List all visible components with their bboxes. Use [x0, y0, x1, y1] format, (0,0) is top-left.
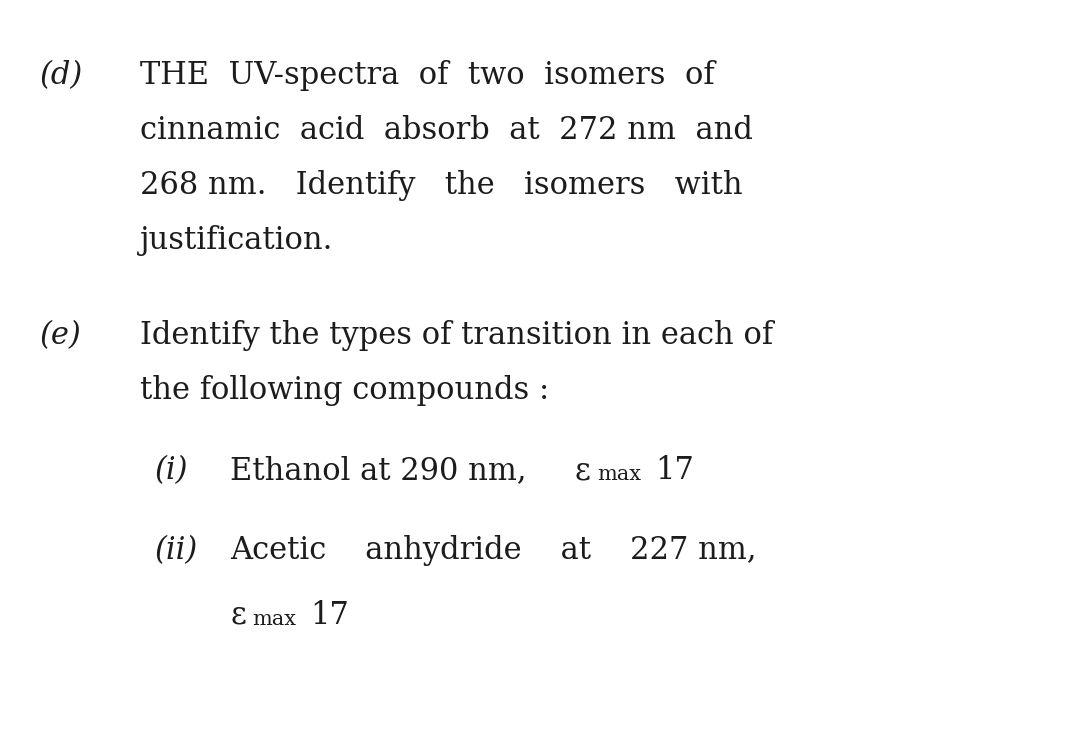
Text: THE  UV-spectra  of  two  isomers  of: THE UV-spectra of two isomers of: [140, 60, 715, 91]
Text: ε: ε: [575, 455, 591, 486]
Text: 268 nm.   Identify   the   isomers   with: 268 nm. Identify the isomers with: [140, 170, 743, 201]
Text: 17: 17: [310, 600, 349, 631]
Text: Ethanol at 290 nm,: Ethanol at 290 nm,: [230, 455, 526, 486]
Text: max: max: [598, 465, 641, 484]
Text: justification.: justification.: [140, 225, 333, 256]
Text: (e): (e): [39, 320, 82, 351]
Text: the following compounds :: the following compounds :: [140, 375, 550, 406]
Text: max: max: [252, 610, 296, 629]
Text: (d): (d): [39, 60, 83, 91]
Text: (i): (i): [155, 455, 189, 486]
Text: ε: ε: [230, 600, 245, 631]
Text: 17: 17: [655, 455, 694, 486]
Text: Acetic    anhydride    at    227 nm,: Acetic anhydride at 227 nm,: [230, 535, 757, 566]
Text: Identify the types of transition in each of: Identify the types of transition in each…: [140, 320, 774, 351]
Text: cinnamic  acid  absorb  at  272 nm  and: cinnamic acid absorb at 272 nm and: [140, 115, 753, 146]
Text: (ii): (ii): [155, 535, 198, 566]
